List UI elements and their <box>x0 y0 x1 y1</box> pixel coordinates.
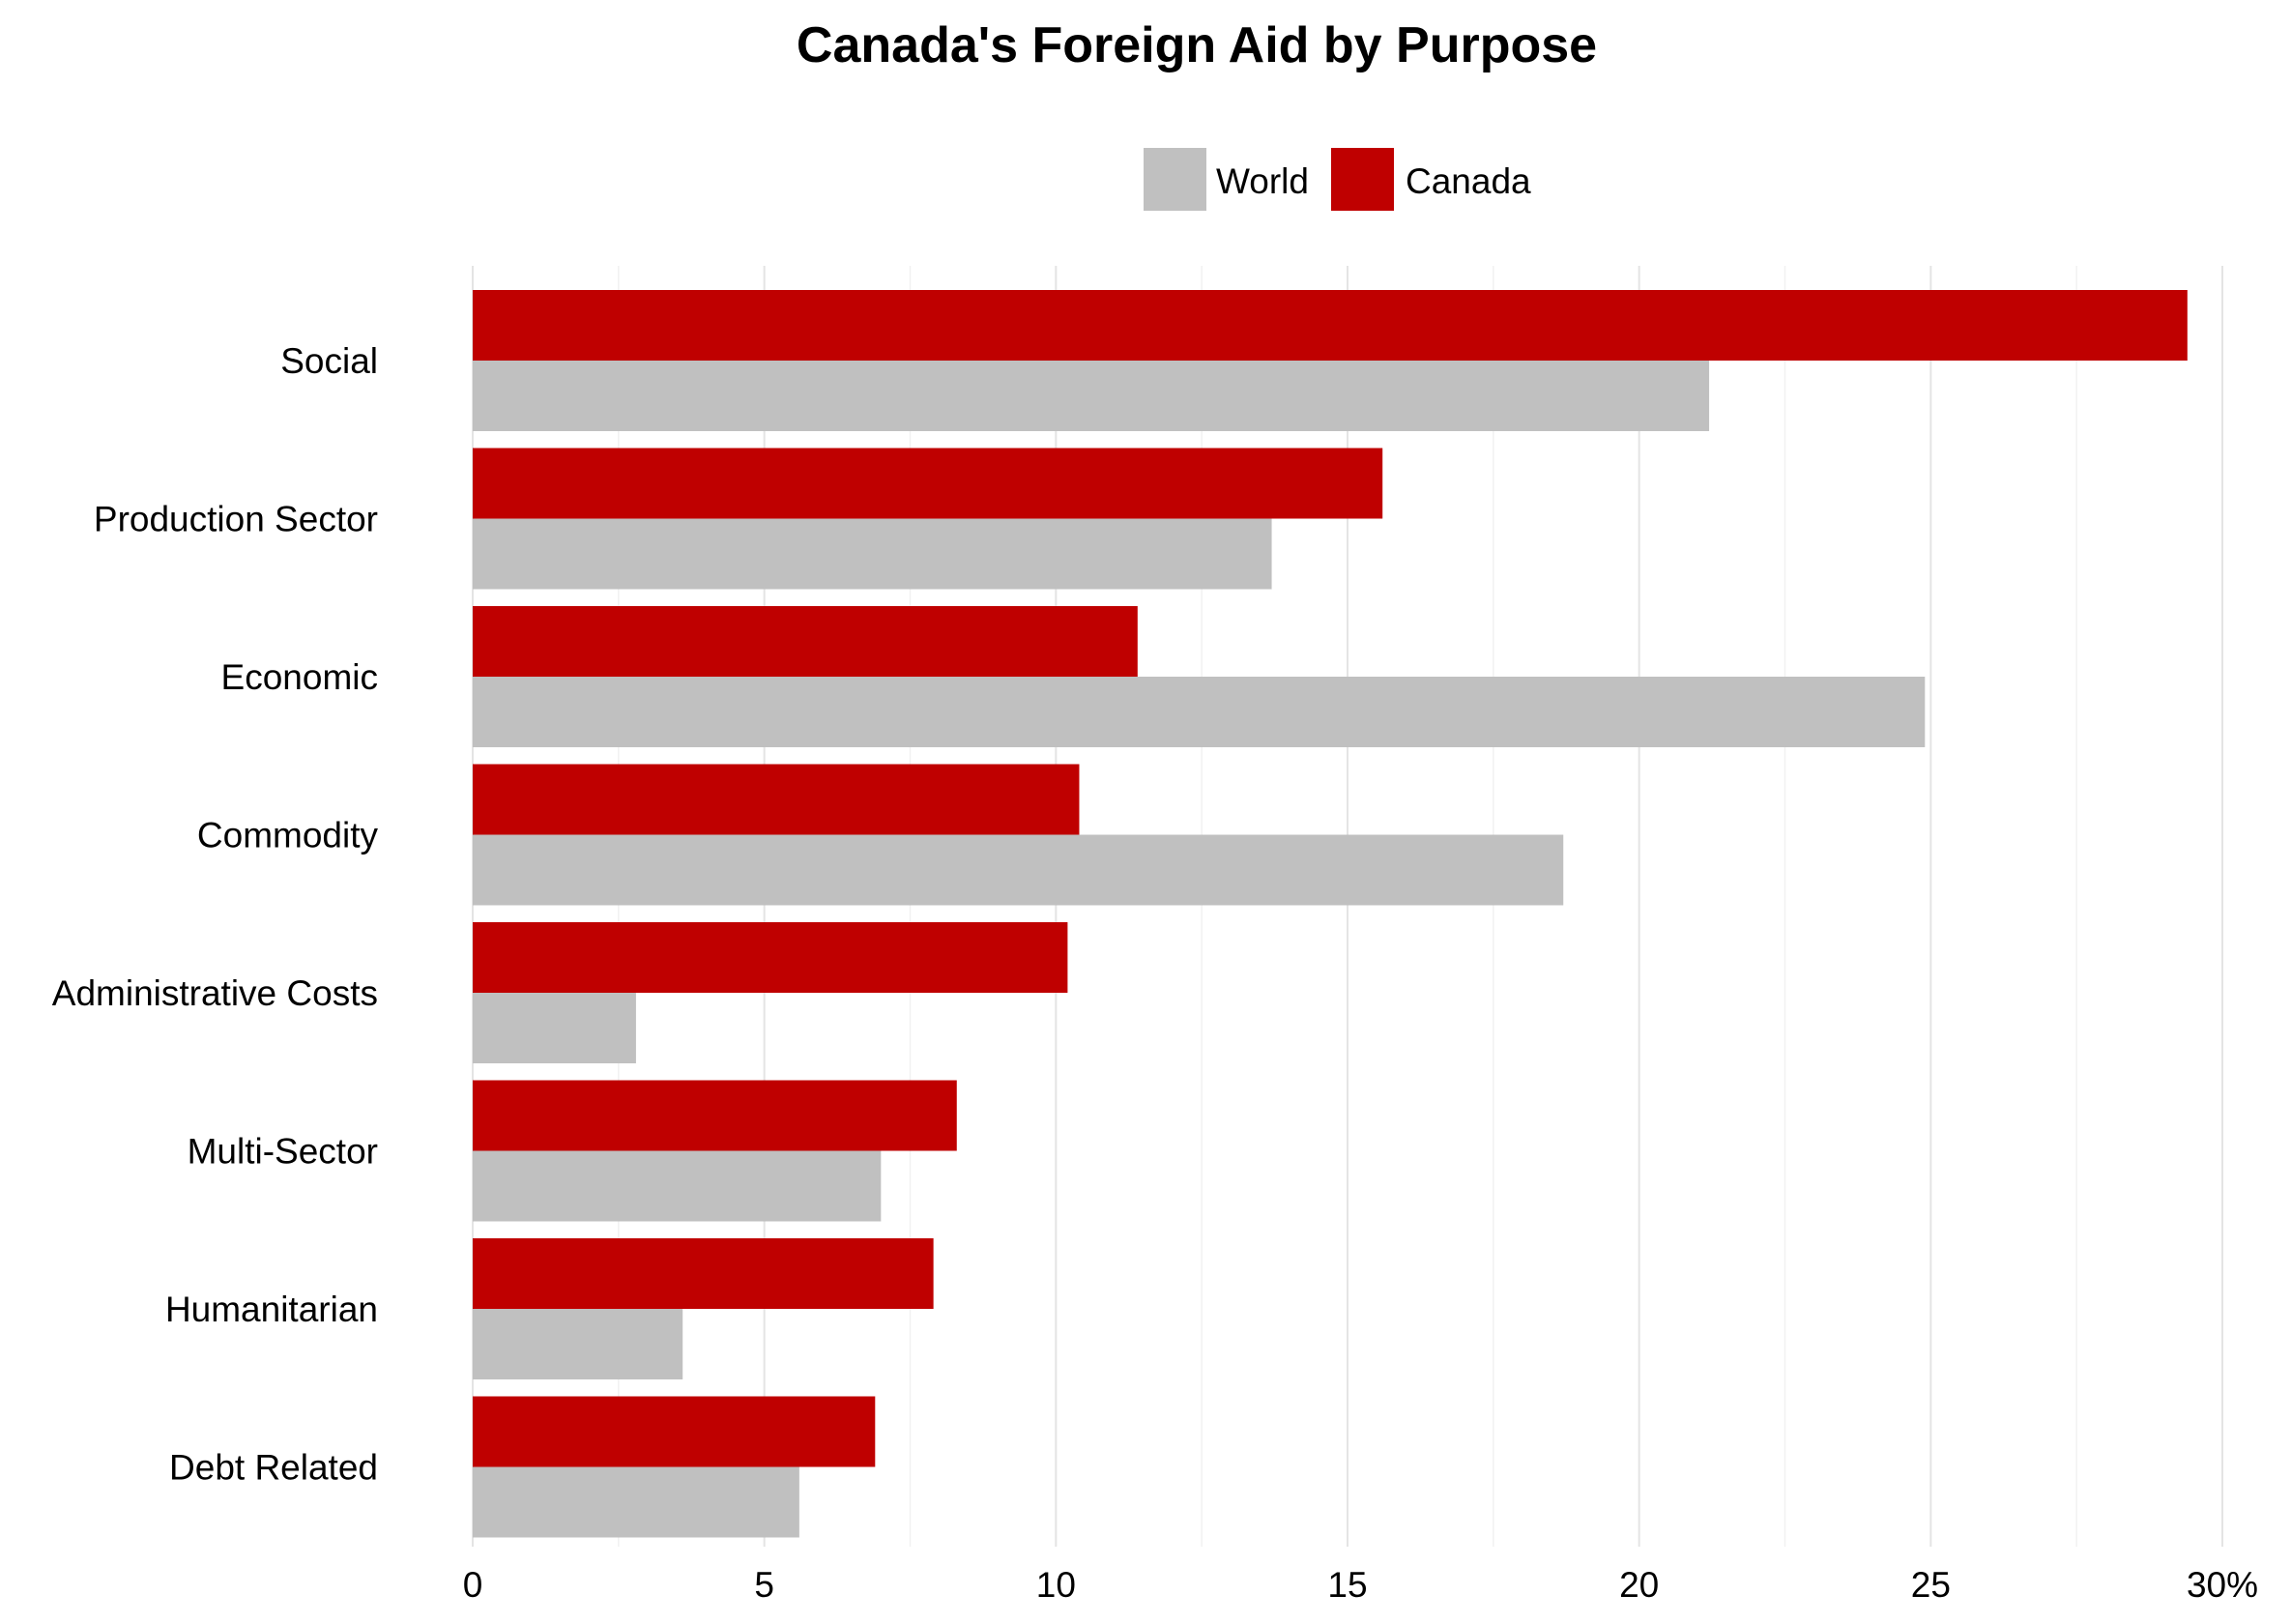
legend: World Canada <box>1144 148 1531 211</box>
category-label: Commodity <box>197 816 379 856</box>
bars <box>473 290 2188 1538</box>
x-tick-label: 10 <box>1036 1565 1076 1605</box>
bar-world-social <box>473 361 1710 431</box>
x-tick-label: 25 <box>1911 1565 1951 1605</box>
x-tick-label: 15 <box>1327 1565 1367 1605</box>
x-tick-label: 20 <box>1619 1565 1659 1605</box>
category-label: Debt Related <box>169 1448 378 1488</box>
bar-canada-economic <box>473 606 1138 677</box>
category-label: Multi-Sector <box>188 1132 378 1172</box>
bar-canada-social <box>473 290 2188 361</box>
x-tick-label: 0 <box>463 1565 483 1605</box>
bar-canada-debt-related <box>473 1396 876 1467</box>
bar-world-administrative-costs <box>473 993 636 1063</box>
legend-swatch-canada <box>1331 148 1394 211</box>
category-label: Economic <box>221 657 378 697</box>
bar-world-multi-sector <box>473 1150 882 1222</box>
bar-world-debt-related <box>473 1466 799 1538</box>
x-tick-label: 5 <box>754 1565 774 1605</box>
bar-world-production-sector <box>473 518 1272 590</box>
bar-canada-production-sector <box>473 448 1383 519</box>
category-label: Administrative Costs <box>52 973 378 1013</box>
x-tick-label: 30% <box>2187 1565 2258 1605</box>
bar-world-economic <box>473 677 1926 747</box>
bar-canada-multi-sector <box>473 1080 957 1151</box>
category-label: Production Sector <box>94 500 378 539</box>
legend-label-canada: Canada <box>1406 161 1531 201</box>
legend-swatch-world <box>1144 148 1206 211</box>
x-axis-ticks: 0 5 10 15 20 25 30% <box>463 1565 2258 1605</box>
bar-canada-administrative-costs <box>473 922 1068 993</box>
legend-label-world: World <box>1216 161 1309 201</box>
bar-world-humanitarian <box>473 1309 683 1379</box>
bar-canada-commodity <box>473 764 1080 835</box>
chart-title: Canada's Foreign Aid by Purpose <box>797 17 1597 73</box>
bar-canada-humanitarian <box>473 1238 934 1309</box>
category-label: Social <box>280 341 378 381</box>
bar-world-commodity <box>473 834 1564 906</box>
category-label: Humanitarian <box>165 1290 378 1329</box>
category-labels: Social Production Sector Economic Commodity… <box>52 341 379 1488</box>
